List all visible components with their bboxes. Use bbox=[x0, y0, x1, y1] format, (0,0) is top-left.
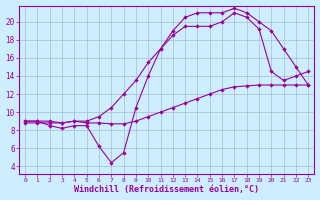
X-axis label: Windchill (Refroidissement éolien,°C): Windchill (Refroidissement éolien,°C) bbox=[74, 185, 259, 194]
